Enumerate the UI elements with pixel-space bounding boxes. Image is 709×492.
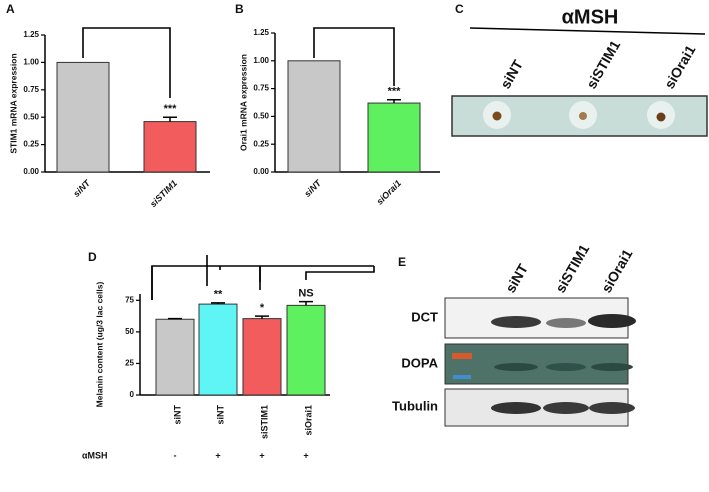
error-bar (299, 300, 313, 306)
error-bar (387, 98, 401, 104)
y-tick-label: 0.75 (253, 84, 269, 93)
treatment-sign: + (303, 450, 308, 460)
significance: ** (214, 289, 223, 301)
bar (367, 102, 421, 173)
pellet (579, 112, 587, 120)
treatment-sign: + (215, 450, 220, 460)
photo-labels: siNT siSTIM1 siOrai1 (497, 37, 699, 91)
bar (143, 121, 197, 173)
y-tick-label: 0.25 (23, 140, 39, 149)
x-tick-label: siNT (172, 405, 182, 425)
marker (452, 353, 472, 359)
y-tick-label: 0 (130, 390, 135, 399)
pellet (656, 112, 666, 122)
error-bar (255, 315, 269, 319)
x-tick-label: siNT (302, 177, 324, 199)
row-labels: DCT DOPA Tubulin (392, 309, 439, 413)
error-bar (168, 317, 182, 320)
panel-letter: B (235, 2, 244, 16)
band (491, 316, 541, 328)
row-label: Tubulin (392, 398, 438, 413)
y-tick-label: 25 (125, 359, 134, 368)
x-tick-label: siOrai1 (303, 405, 313, 436)
bar (286, 304, 326, 396)
significance: *** (164, 103, 178, 115)
x-tick-label: siSTIM1 (148, 178, 179, 209)
band (494, 363, 538, 371)
panel-letter: D (88, 250, 97, 264)
blot-strip (444, 343, 629, 385)
lane-label: siSTIM1 (552, 241, 592, 295)
treatment-label: αMSH (82, 450, 108, 460)
treatment-sign: - (174, 450, 177, 460)
treatment-sign: + (259, 450, 264, 460)
x-tick-label: siNT (215, 405, 225, 425)
photo-label: siSTIM1 (583, 37, 623, 91)
band (491, 402, 541, 414)
x-tick-label: siOrai1 (374, 178, 403, 207)
row-label: DOPA (401, 355, 438, 370)
lane-label: siNT (502, 261, 531, 296)
band (588, 314, 636, 328)
x-tick-label: siNT (71, 177, 93, 199)
photo-label: siNT (497, 57, 526, 92)
band (591, 363, 633, 371)
y-tick-label: 75 (125, 295, 134, 304)
bar (198, 303, 238, 396)
y-tick-label: 1.00 (23, 58, 39, 67)
y-axis-label: Melanin content (ug/3 lac cells) (94, 282, 104, 408)
significance: * (260, 302, 265, 314)
panel-letter: C (455, 2, 464, 16)
bar (155, 318, 195, 396)
panel-letter: A (6, 2, 15, 16)
error-bar (211, 302, 225, 305)
y-tick-label: 1.25 (23, 30, 39, 39)
lane-labels: siNT siSTIM1 siOrai1 (502, 241, 636, 295)
band (589, 402, 635, 414)
bracket (151, 266, 375, 300)
marker (453, 375, 471, 379)
y-tick-label: 1.25 (253, 28, 269, 37)
panel-letter: E (398, 255, 406, 269)
lane-label: siOrai1 (598, 246, 636, 295)
significance: *** (388, 86, 402, 98)
y-tick-label: 0.00 (23, 167, 39, 176)
y-tick-label: 50 (125, 327, 134, 336)
pellet (492, 111, 502, 121)
band (546, 363, 586, 371)
band (546, 318, 586, 328)
y-tick-label: 0.25 (253, 139, 269, 148)
y-axis-label: Orai1 mRNA expression (238, 54, 248, 151)
row-label: DCT (411, 309, 438, 324)
x-tick-label: siSTIM1 (259, 405, 269, 439)
y-tick-label: 0.75 (23, 85, 39, 94)
title-rule (469, 27, 706, 35)
bracket (313, 27, 395, 86)
y-tick-label: 0.00 (253, 167, 269, 176)
bracket (151, 255, 374, 300)
significance: NS (298, 287, 313, 299)
bar (287, 60, 341, 173)
y-tick-label: 1.00 (253, 56, 269, 65)
bracket (82, 27, 171, 98)
photo-label: siOrai1 (661, 42, 699, 91)
y-tick-label: 0.50 (253, 112, 269, 121)
y-tick-label: 0.50 (23, 112, 39, 121)
bar (242, 318, 282, 396)
band (543, 402, 589, 414)
error-bar (163, 116, 177, 122)
bar (56, 61, 110, 173)
y-axis-label: STIM1 mRNA expression (8, 53, 18, 153)
photo-title: αMSH (562, 6, 619, 28)
